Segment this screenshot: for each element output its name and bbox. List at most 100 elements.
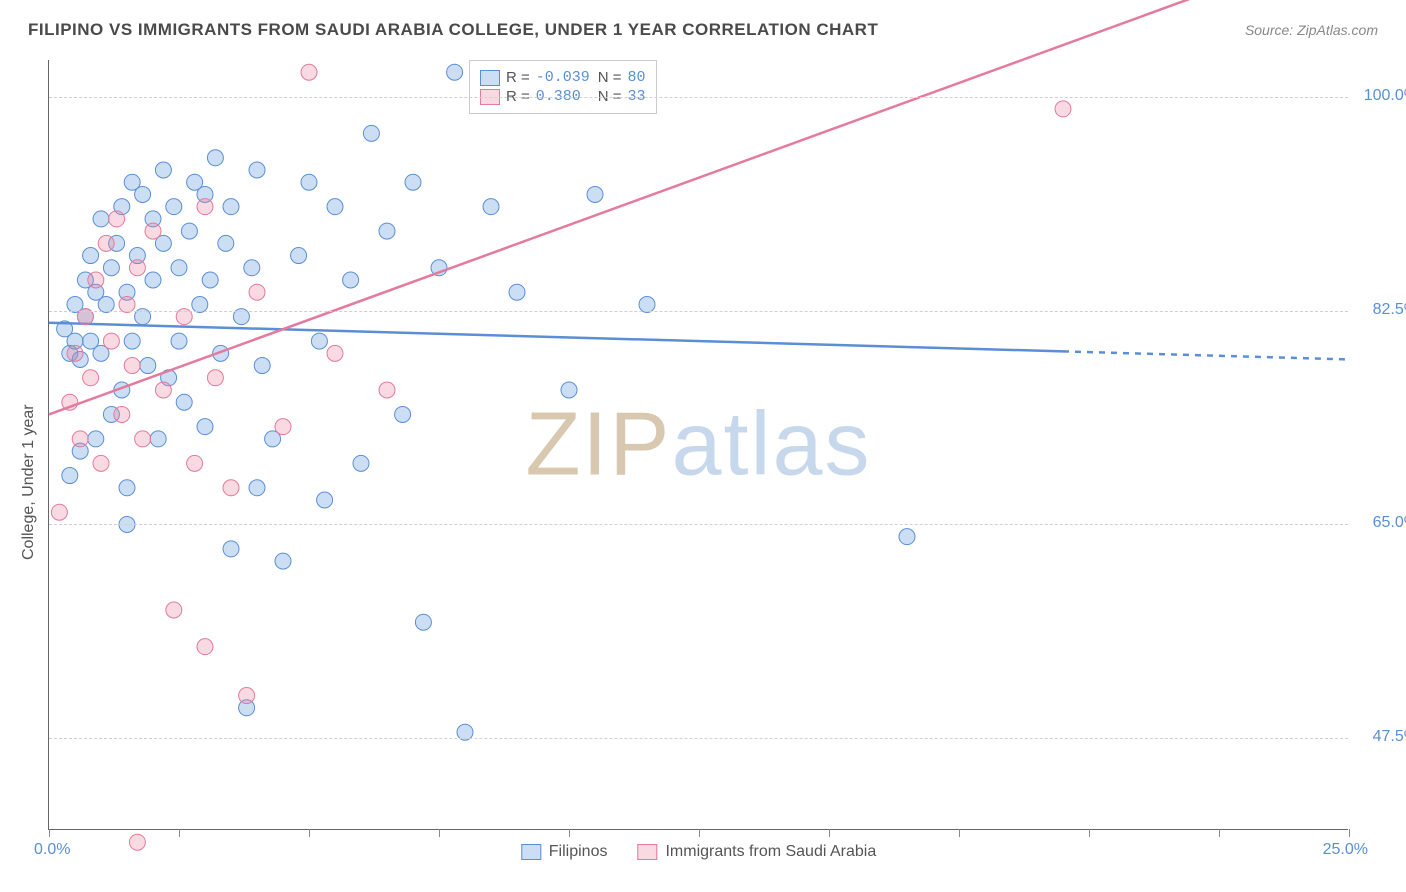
data-point	[415, 614, 431, 630]
data-point	[197, 639, 213, 655]
data-point	[275, 419, 291, 435]
data-point	[124, 333, 140, 349]
y-tick-label: 100.0%	[1364, 87, 1406, 105]
data-point	[114, 406, 130, 422]
data-point	[327, 345, 343, 361]
chart-plot-area: ZIPatlas R = -0.039 N = 80 R = 0.380 N =…	[48, 60, 1348, 830]
x-tick	[1089, 829, 1090, 837]
regression-line-dashed	[1063, 351, 1349, 359]
data-point	[103, 333, 119, 349]
data-point	[207, 370, 223, 386]
data-point	[301, 64, 317, 80]
chart-title: FILIPINO VS IMMIGRANTS FROM SAUDI ARABIA…	[28, 20, 878, 40]
scatter-svg	[49, 60, 1348, 829]
grid-line	[49, 97, 1348, 98]
data-point	[62, 468, 78, 484]
data-point	[254, 358, 270, 374]
x-tick	[829, 829, 830, 837]
data-point	[197, 419, 213, 435]
r-value-0: -0.039	[536, 69, 592, 86]
data-point	[218, 235, 234, 251]
x-tick	[179, 829, 180, 837]
x-label-left: 0.0%	[34, 841, 70, 859]
data-point	[899, 529, 915, 545]
data-point	[88, 431, 104, 447]
data-point	[171, 333, 187, 349]
x-tick	[1349, 829, 1350, 837]
data-point	[1055, 101, 1071, 117]
data-point	[145, 272, 161, 288]
data-point	[51, 504, 67, 520]
data-point	[223, 541, 239, 557]
data-point	[363, 125, 379, 141]
source-label: Source: ZipAtlas.com	[1245, 22, 1378, 38]
x-tick	[959, 829, 960, 837]
x-tick	[309, 829, 310, 837]
data-point	[67, 345, 83, 361]
data-point	[395, 406, 411, 422]
data-point	[171, 260, 187, 276]
x-tick	[569, 829, 570, 837]
data-point	[379, 223, 395, 239]
stats-row-filipinos: R = -0.039 N = 80	[480, 69, 646, 86]
data-point	[166, 602, 182, 618]
data-point	[301, 174, 317, 190]
data-point	[150, 431, 166, 447]
data-point	[129, 260, 145, 276]
data-point	[327, 199, 343, 215]
data-point	[343, 272, 359, 288]
data-point	[93, 455, 109, 471]
data-point	[202, 272, 218, 288]
data-point	[155, 162, 171, 178]
n-label: N =	[598, 69, 622, 86]
x-tick	[699, 829, 700, 837]
data-point	[249, 480, 265, 496]
y-axis-title: College, Under 1 year	[20, 404, 38, 560]
legend-label-1: Immigrants from Saudi Arabia	[665, 843, 876, 861]
data-point	[275, 553, 291, 569]
data-point	[155, 382, 171, 398]
data-point	[244, 260, 260, 276]
data-point	[561, 382, 577, 398]
data-point	[379, 382, 395, 398]
x-tick	[439, 829, 440, 837]
y-tick-label: 82.5%	[1373, 301, 1406, 319]
data-point	[176, 394, 192, 410]
legend-item-filipinos: Filipinos	[521, 843, 608, 861]
data-point	[317, 492, 333, 508]
grid-line	[49, 738, 1348, 739]
data-point	[509, 284, 525, 300]
grid-line	[49, 311, 1348, 312]
data-point	[135, 186, 151, 202]
data-point	[311, 333, 327, 349]
data-point	[83, 370, 99, 386]
grid-line	[49, 524, 1348, 525]
data-point	[291, 248, 307, 264]
swatch-blue-icon	[521, 844, 541, 860]
data-point	[483, 199, 499, 215]
data-point	[124, 358, 140, 374]
data-point	[239, 688, 255, 704]
series-legend: Filipinos Immigrants from Saudi Arabia	[521, 843, 876, 861]
data-point	[587, 186, 603, 202]
swatch-blue-icon	[480, 70, 500, 86]
data-point	[135, 431, 151, 447]
data-point	[98, 235, 114, 251]
data-point	[207, 150, 223, 166]
y-tick-label: 65.0%	[1373, 514, 1406, 532]
data-point	[405, 174, 421, 190]
n-value-0: 80	[628, 69, 646, 86]
data-point	[223, 199, 239, 215]
x-label-right: 25.0%	[1323, 841, 1368, 859]
r-label: R =	[506, 69, 530, 86]
x-tick	[49, 829, 50, 837]
stats-legend: R = -0.039 N = 80 R = 0.380 N = 33	[469, 60, 657, 114]
data-point	[129, 834, 145, 850]
data-point	[140, 358, 156, 374]
data-point	[88, 272, 104, 288]
data-point	[447, 64, 463, 80]
data-point	[249, 162, 265, 178]
data-point	[119, 480, 135, 496]
y-tick-label: 47.5%	[1373, 728, 1406, 746]
data-point	[103, 260, 119, 276]
